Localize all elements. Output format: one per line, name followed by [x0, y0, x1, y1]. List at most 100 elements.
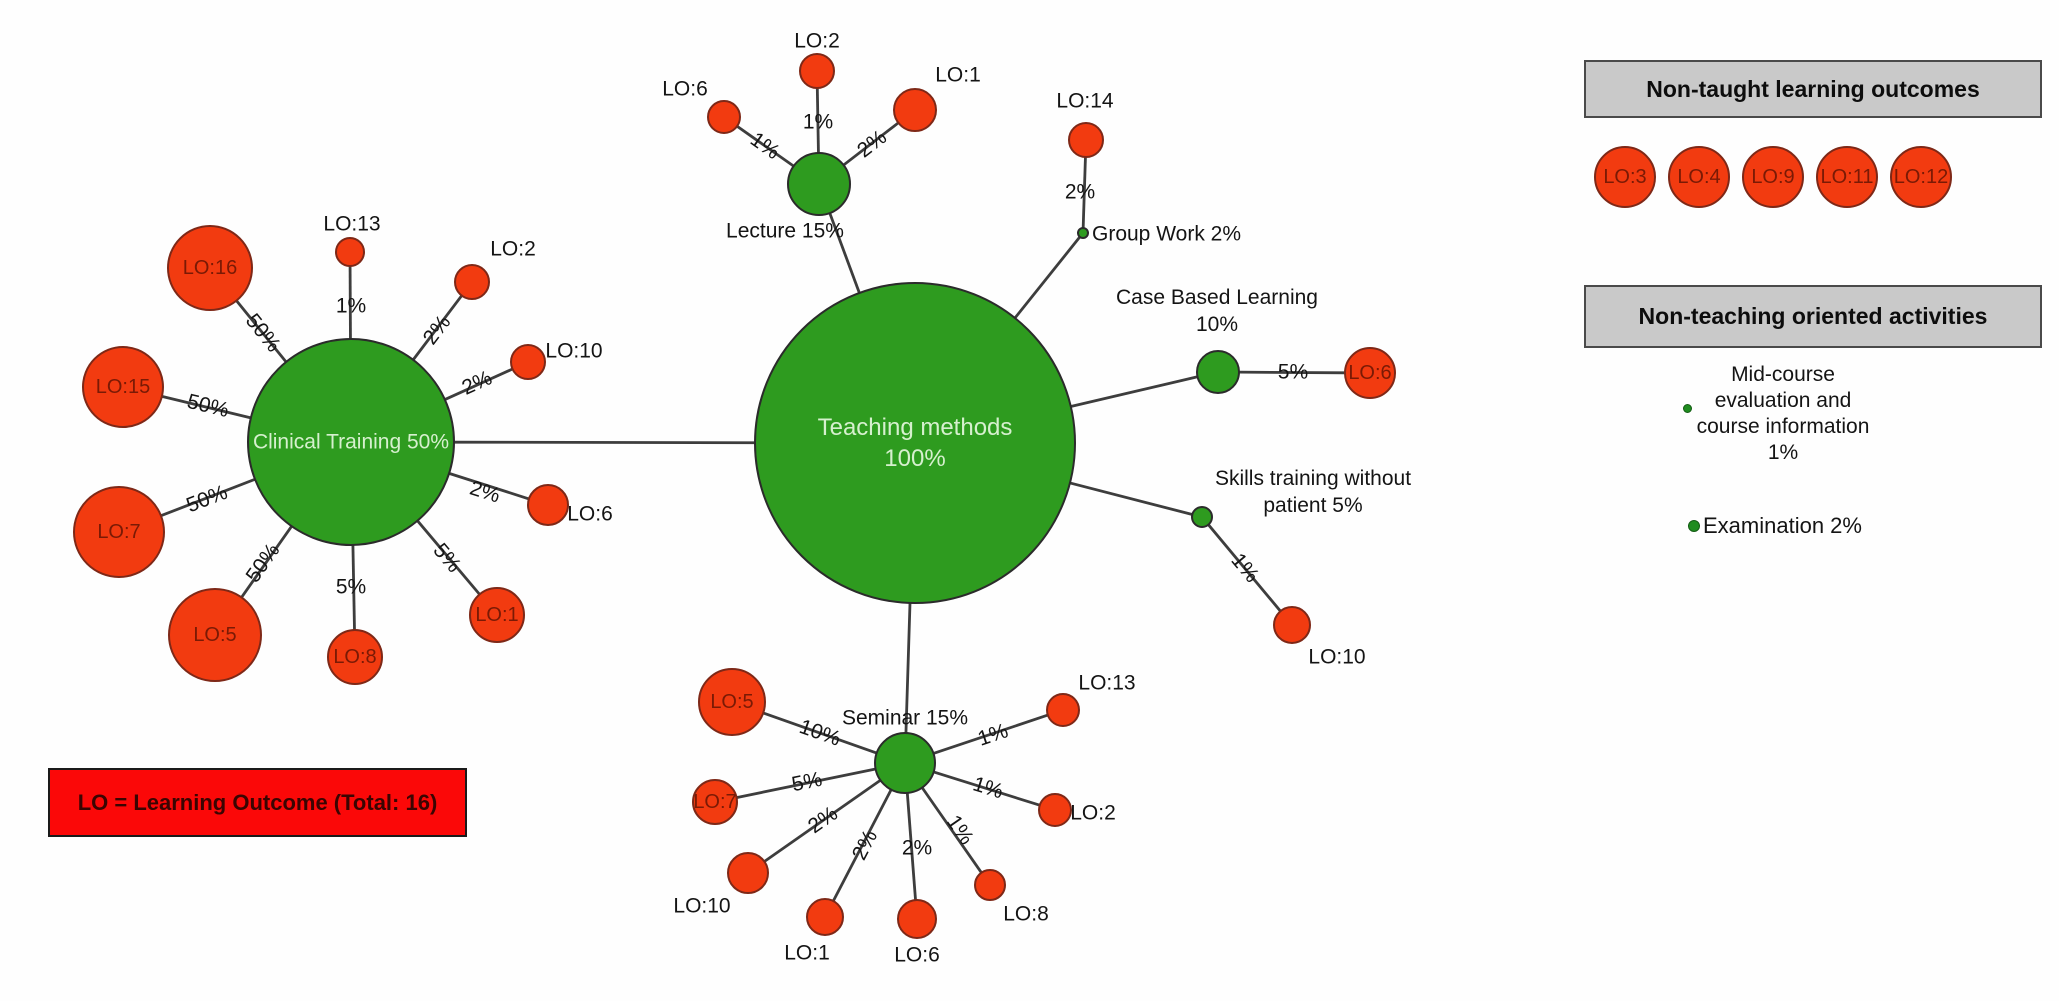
edge-clinical-c_lo2 [412, 294, 463, 361]
node-teaching [754, 282, 1076, 604]
edge-lecture-l_lo6 [736, 125, 795, 168]
edge-label-clinical-c_lo10: 2% [458, 366, 495, 399]
node-label-c_lo16: LO:16 [183, 257, 237, 279]
node-label-se_lo5: LO:5 [710, 691, 753, 713]
edge-label-lecture-l_lo2: 1% [803, 111, 833, 134]
edge-label-seminar-se_lo2: 1% [970, 772, 1006, 803]
node-label-se_lo13: LO:13 [1078, 672, 1135, 695]
node-label-groupwork: Group Work 2% [1092, 223, 1241, 246]
node-lecture [787, 152, 851, 216]
non-taught-lo-row: LO:3 LO:4 LO:9 LO:11 LO:12 [1594, 146, 1952, 208]
edge-teaching-skills [1069, 481, 1193, 516]
node-label-lecture: Lecture 15% [726, 220, 844, 243]
edge-teaching-groupwork [1013, 236, 1081, 319]
edge-seminar-se_lo5 [762, 711, 878, 755]
node-label-se_lo1: LO:1 [784, 942, 830, 965]
node-label-cb_lo6: LO:6 [1348, 362, 1391, 384]
node-label-s_lo10: LO:10 [1308, 646, 1365, 669]
edge-seminar-se_lo8 [921, 786, 983, 874]
edge-clinical-c_lo7 [160, 477, 256, 518]
activity-line: course information [1696, 415, 1870, 438]
node-label-se_lo10: LO:10 [673, 895, 730, 918]
node-label-c_lo2: LO:2 [490, 238, 536, 261]
non-taught-lo-circle: LO:12 [1890, 146, 1952, 208]
node-se_lo7 [692, 779, 738, 825]
edge-seminar-se_lo10 [763, 779, 882, 863]
node-c_lo8 [327, 629, 383, 685]
edge-lecture-l_lo1 [842, 121, 900, 167]
edge-label-seminar-se_lo5: 10% [796, 715, 843, 751]
lo-legend-box: LO = Learning Outcome (Total: 16) [48, 768, 467, 837]
node-label-se_lo8: LO:8 [1003, 903, 1049, 926]
node-c_lo1 [469, 587, 525, 643]
edge-clinical-c_lo1 [416, 519, 481, 596]
edge-seminar-se_lo13 [932, 713, 1049, 755]
node-label-seminar: Seminar 15% [842, 707, 968, 730]
non-teaching-header: Non-teaching oriented activities [1584, 285, 2042, 348]
edge-teaching-seminar [904, 602, 912, 734]
edge-clinical-c_lo5 [240, 525, 293, 599]
edge-clinical-c_lo6 [448, 472, 530, 501]
node-label-l_lo2: LO:2 [794, 30, 840, 53]
edge-label-cbl-cb_lo6: 5% [1278, 360, 1309, 383]
edge-label-clinical-c_lo6: 2% [467, 476, 503, 507]
edge-clinical-c_lo16 [235, 299, 288, 363]
node-se_lo8 [974, 869, 1006, 901]
edge-label-groupwork-g_lo14: 2% [1065, 181, 1095, 204]
non-taught-title: Non-taught learning outcomes [1646, 75, 1980, 102]
node-clinical [247, 338, 455, 546]
activity-line: Mid-course [1731, 363, 1835, 386]
node-label-clinical: Clinical Training 50% [253, 431, 449, 454]
node-seminar [874, 732, 936, 794]
node-label-c_lo1: LO:1 [475, 604, 518, 626]
non-taught-lo-circle: LO:11 [1816, 146, 1878, 208]
node-label-teaching: 100% [884, 445, 945, 472]
node-cbl [1196, 350, 1240, 394]
node-c_lo6 [527, 484, 569, 526]
edge-layer [160, 87, 1346, 902]
edge-seminar-se_lo1 [832, 788, 893, 902]
node-label-skills: patient 5% [1263, 494, 1362, 517]
non-taught-lo-circle: LO:4 [1668, 146, 1730, 208]
node-skills [1191, 506, 1213, 528]
node-c_lo16 [167, 225, 253, 311]
activity-midcourse: Mid-course evaluation and course informa… [1673, 362, 1893, 466]
non-teaching-title: Non-teaching oriented activities [1638, 303, 1988, 329]
non-taught-header: Non-taught learning outcomes [1584, 60, 2042, 118]
edge-groupwork-g_lo14 [1081, 156, 1087, 229]
node-se_lo1 [806, 898, 844, 936]
bullet-dot-icon [1688, 520, 1700, 532]
edge-label-clinical-c_lo8: 5% [336, 576, 366, 599]
edge-label-clinical-c_lo16: 50% [241, 309, 285, 356]
edge-label-clinical-c_lo13: 1% [336, 295, 366, 318]
edge-label-clinical-c_lo15: 50% [185, 390, 231, 422]
node-c_lo13 [335, 237, 365, 267]
node-label-c_lo5: LO:5 [193, 624, 236, 646]
node-label-cbl: 10% [1196, 313, 1238, 336]
edge-teaching-lecture [828, 212, 861, 294]
node-groupwork [1077, 227, 1089, 239]
edge-label-seminar-se_lo6: 2% [902, 837, 932, 860]
node-l_lo6 [707, 100, 741, 134]
edge-cbl-cb_lo6 [1238, 370, 1346, 375]
node-se_lo6 [897, 899, 937, 939]
node-label-g_lo14: LO:14 [1056, 90, 1114, 113]
edge-label-seminar-se_lo8: 1% [942, 811, 978, 849]
edge-label-seminar-se_lo13: 1% [975, 719, 1011, 750]
edge-teaching-cbl [1070, 375, 1198, 408]
node-label-cbl: Case Based Learning [1116, 286, 1318, 309]
edge-label-seminar-se_lo1: 2% [848, 826, 882, 864]
node-se_lo5 [698, 668, 766, 736]
node-label-c_lo7: LO:7 [97, 521, 140, 543]
edge-seminar-se_lo7 [736, 767, 876, 799]
node-label-c_lo8: LO:8 [333, 646, 376, 668]
edge-teaching-clinical [453, 440, 756, 445]
lo-legend-text: LO = Learning Outcome (Total: 16) [77, 789, 438, 815]
node-label-se_lo2: LO:2 [1070, 802, 1116, 825]
edge-label-clinical-c_lo7: 50% [183, 481, 231, 518]
edge-clinical-c_lo8 [351, 544, 356, 631]
node-label-l_lo1: LO:1 [935, 64, 981, 87]
activity-examination: Examination 2% [1703, 513, 1862, 538]
